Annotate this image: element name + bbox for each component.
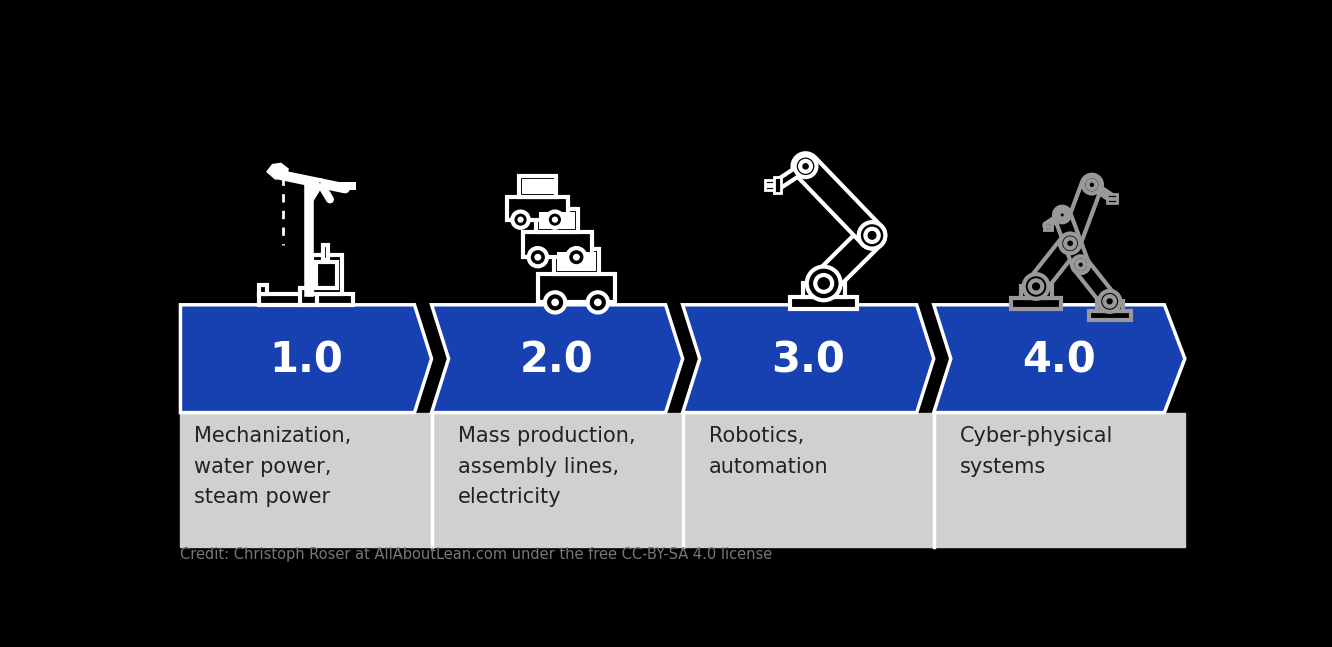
Circle shape — [551, 298, 559, 306]
Circle shape — [1055, 208, 1070, 223]
Text: 2.0: 2.0 — [521, 339, 594, 381]
Bar — [1011, 298, 1060, 309]
Circle shape — [1059, 212, 1066, 219]
Bar — [557, 252, 597, 271]
Circle shape — [545, 292, 565, 313]
Bar — [301, 288, 317, 305]
Circle shape — [801, 161, 811, 171]
Polygon shape — [682, 305, 934, 413]
Circle shape — [517, 217, 523, 223]
Bar — [1044, 227, 1052, 230]
Circle shape — [1076, 261, 1084, 269]
Text: 1.0: 1.0 — [269, 339, 342, 381]
Bar — [519, 177, 557, 197]
Bar — [507, 197, 569, 220]
Polygon shape — [432, 305, 682, 413]
Circle shape — [815, 275, 832, 292]
Circle shape — [1066, 238, 1075, 248]
Circle shape — [567, 248, 586, 267]
Bar — [790, 296, 856, 309]
Text: Credit: Christoph Roser at AllAboutLean.com under the free CC-BY-SA 4.0 license: Credit: Christoph Roser at AllAboutLean.… — [180, 547, 773, 562]
Bar — [765, 179, 778, 184]
Bar — [537, 209, 578, 232]
Circle shape — [573, 254, 579, 261]
Bar — [340, 182, 356, 190]
Polygon shape — [310, 278, 341, 294]
Text: Mass production,
assembly lines,
electricity: Mass production, assembly lines, electri… — [458, 426, 635, 507]
Bar — [258, 285, 266, 294]
Text: Robotics,
automation: Robotics, automation — [709, 426, 829, 477]
Circle shape — [1024, 274, 1048, 299]
Circle shape — [1099, 291, 1120, 312]
Bar — [539, 212, 575, 228]
Circle shape — [866, 229, 879, 242]
Circle shape — [317, 180, 322, 186]
Bar — [258, 294, 353, 305]
Bar — [803, 283, 844, 296]
Bar — [1107, 194, 1116, 198]
Bar — [774, 177, 781, 193]
Polygon shape — [180, 305, 432, 413]
Polygon shape — [934, 305, 1185, 413]
Circle shape — [807, 267, 840, 300]
Circle shape — [859, 222, 886, 248]
Circle shape — [587, 292, 607, 313]
Bar — [1107, 199, 1116, 203]
Circle shape — [1060, 234, 1080, 253]
Circle shape — [594, 298, 602, 306]
Circle shape — [534, 254, 541, 261]
Bar — [180, 413, 1185, 547]
Bar — [1020, 287, 1051, 298]
Bar — [1044, 223, 1052, 226]
Circle shape — [1030, 280, 1042, 292]
Circle shape — [546, 212, 563, 228]
Text: Cyber-physical
systems: Cyber-physical systems — [960, 426, 1114, 477]
Bar — [538, 274, 614, 302]
Bar — [322, 245, 328, 261]
Circle shape — [1104, 296, 1115, 307]
Circle shape — [1083, 176, 1100, 193]
Text: 3.0: 3.0 — [771, 339, 844, 381]
Bar — [554, 248, 599, 274]
Circle shape — [551, 217, 558, 223]
Bar — [312, 255, 342, 294]
Bar — [522, 179, 554, 194]
Bar — [765, 186, 778, 190]
Text: Mechanization,
water power,
steam power: Mechanization, water power, steam power — [194, 426, 352, 507]
Circle shape — [529, 248, 547, 267]
Bar — [316, 261, 337, 288]
Circle shape — [1072, 256, 1090, 273]
Circle shape — [513, 212, 529, 228]
Circle shape — [1087, 181, 1096, 189]
Bar — [1096, 302, 1123, 311]
Bar — [522, 232, 591, 257]
Circle shape — [795, 155, 817, 177]
Text: 4.0: 4.0 — [1023, 339, 1096, 381]
Polygon shape — [266, 164, 288, 179]
Bar — [1088, 311, 1131, 320]
